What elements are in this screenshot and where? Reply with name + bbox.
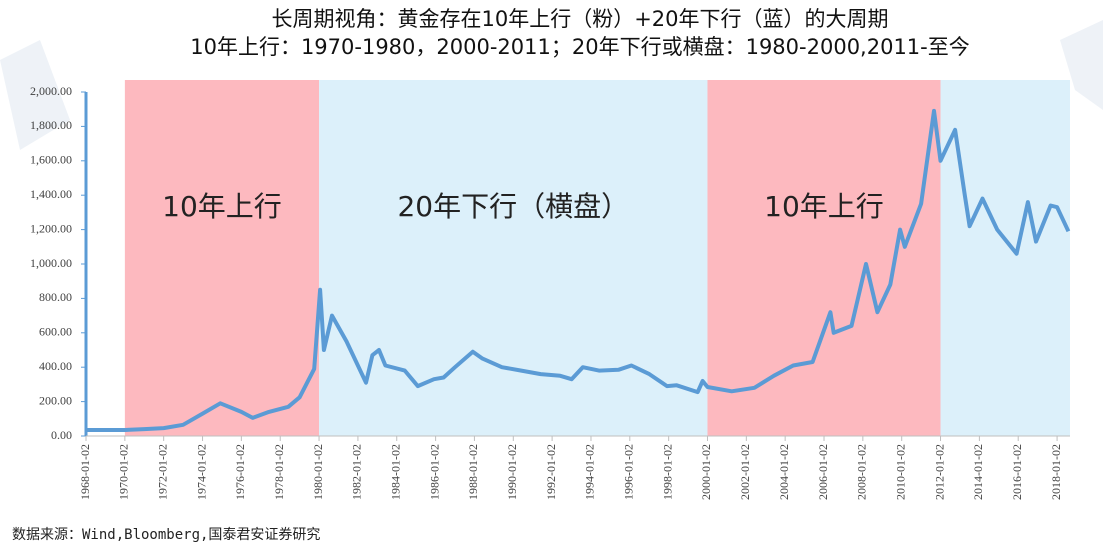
y-tick-label: 800.00 (39, 290, 72, 304)
bands: 10年上行 20年下行（横盘） 10年上行 (124, 80, 1070, 436)
x-tick-label: 1968-01-02 (78, 444, 92, 500)
band-label: 10年上行 (764, 190, 884, 223)
source: 数据来源：Wind,Bloomberg,国泰君安证券研究 (12, 527, 320, 543)
y-tick-label: 0.00 (51, 428, 72, 442)
x-tick-label: 1982-01-02 (350, 444, 364, 500)
band (940, 80, 1070, 436)
x-tick-label: 1984-01-02 (388, 444, 402, 500)
y-tick-label: 2,000.00 (30, 84, 72, 98)
x-tick-label: 1980-01-02 (311, 444, 325, 500)
chart-title: 长周期视角：黄金存在10年上行（粉）+20年下行（蓝）的大周期 (271, 7, 888, 31)
x-tick-label: 1994-01-02 (583, 444, 597, 500)
x-tick-label: 1990-01-02 (505, 444, 519, 500)
y-tick-label: 1,000.00 (30, 256, 72, 270)
x-tick-label: 2002-01-02 (738, 444, 752, 500)
y-tick-label: 1,200.00 (30, 221, 72, 235)
x-tick-label: 1996-01-02 (622, 444, 636, 500)
y-tick-label: 1,800.00 (30, 118, 72, 132)
x-tick-label: 1972-01-02 (155, 444, 169, 500)
y-tick-label: 600.00 (39, 325, 72, 339)
x-tick-label: 1988-01-02 (466, 444, 480, 500)
x-tick-label: 2008-01-02 (855, 444, 869, 500)
band-label: 20年下行（横盘） (397, 190, 629, 223)
band (124, 80, 320, 436)
x-tick-label: 2006-01-02 (816, 444, 830, 500)
band-label: 10年上行 (162, 190, 282, 223)
axes: 0.00 200.00 400.00 600.00 800.00 1,000.00 1,20… (30, 84, 1070, 500)
x-tick-label: 1974-01-02 (194, 444, 208, 500)
x-tick-label: 1976-01-02 (233, 444, 247, 500)
y-tick-label: 1,400.00 (30, 187, 72, 201)
x-tick-label: 2016-01-02 (1010, 444, 1024, 500)
x-tick-label: 1986-01-02 (427, 444, 441, 500)
y-tick-label: 200.00 (39, 393, 72, 407)
x-tick-label: 1992-01-02 (544, 444, 558, 500)
y-tick-label: 1,600.00 (30, 153, 72, 167)
x-tick-label: 2004-01-02 (777, 444, 791, 500)
decor (0, 40, 70, 150)
x-tick-label: 2000-01-02 (699, 444, 713, 500)
x-tick-label: 2012-01-02 (932, 444, 946, 500)
x-tick-label: 2010-01-02 (893, 444, 907, 500)
x-tick-label: 1978-01-02 (272, 444, 286, 500)
x-tick-label: 1970-01-02 (117, 444, 131, 500)
band (707, 80, 941, 436)
x-tick-label: 1998-01-02 (660, 444, 674, 500)
series-line (86, 108, 1071, 432)
y-tick-label: 400.00 (39, 359, 72, 373)
chart-subtitle: 10年上行：1970-1980，2000-2011；20年下行或横盘：1980-… (190, 35, 970, 59)
band (319, 80, 708, 436)
x-tick-label: 2014-01-02 (971, 444, 985, 500)
decor (1060, 20, 1103, 110)
x-tick-label: 2018-01-02 (1049, 444, 1063, 500)
